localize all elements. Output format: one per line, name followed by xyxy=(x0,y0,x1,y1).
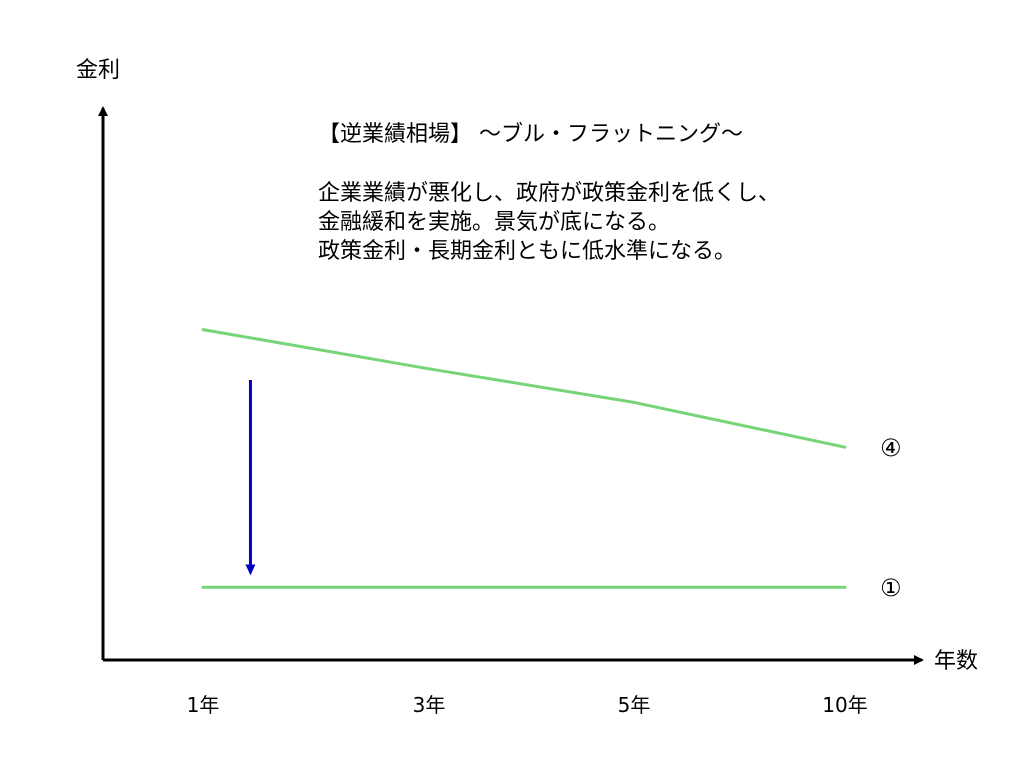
description-line-1: 企業業績が悪化し、政府が政策金利を低くし、 xyxy=(318,181,780,206)
x-tick-labels: 1年 3年 5年 10年 xyxy=(187,693,868,717)
series-labels: ④① xyxy=(880,434,902,602)
y-axis-label: 金利 xyxy=(76,58,120,83)
x-axis-label: 年数 xyxy=(934,649,978,674)
x-tick-label: 10年 xyxy=(822,693,867,717)
description-line-3: 政策金利・長期金利ともに低水準になる。 xyxy=(318,239,736,264)
series-label-1: ① xyxy=(880,574,902,602)
series-label-0: ④ xyxy=(880,434,902,462)
series-line-0 xyxy=(201,328,847,449)
x-tick-label: 5年 xyxy=(618,693,651,717)
description-line-2: 金融緩和を実施。景気が底になる。 xyxy=(318,210,670,235)
x-tick-label: 1年 xyxy=(187,693,220,717)
x-tick-label: 3年 xyxy=(413,693,446,717)
chart-title: 【逆業績相場】 ～ブル・フラットニング～ xyxy=(318,122,743,147)
series-lines xyxy=(201,328,847,589)
